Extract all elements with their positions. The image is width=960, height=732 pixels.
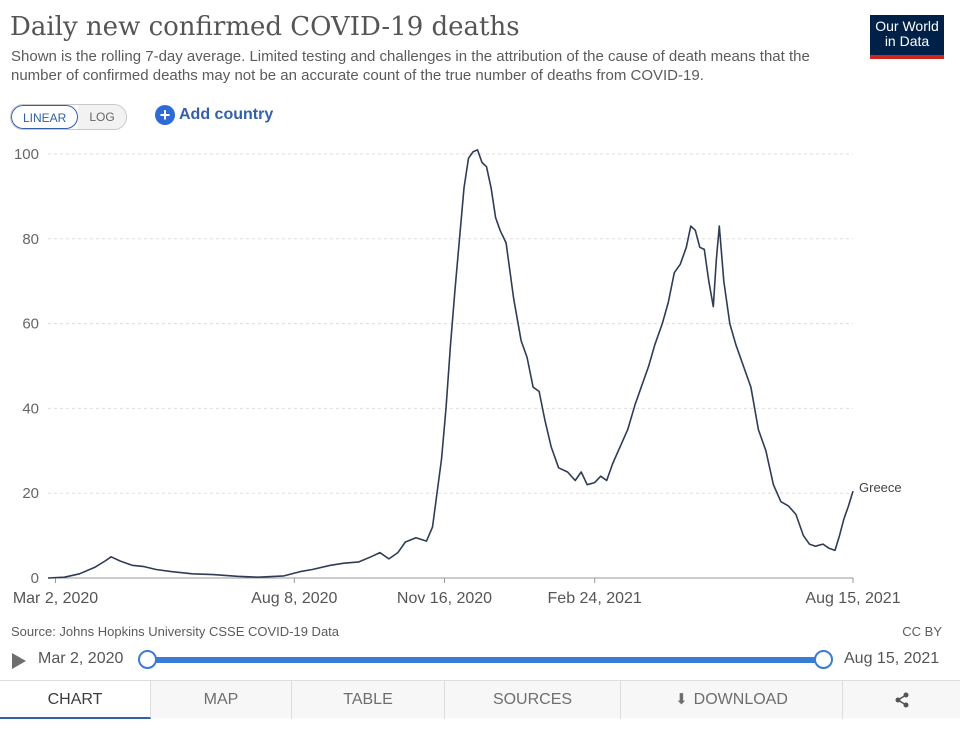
linear-scale-button[interactable]: LINEAR [11, 105, 79, 129]
timeline: Mar 2, 2020 Aug 15, 2021 [0, 644, 960, 676]
timeline-track[interactable] [148, 657, 824, 663]
owid-logo[interactable]: Our World in Data [870, 15, 944, 59]
y-tick-label: 40 [22, 400, 39, 417]
series-layer: Greece [47, 149, 902, 579]
source-note: Source: Johns Hopkins University CSSE CO… [11, 624, 340, 639]
share-icon [895, 692, 908, 708]
y-tick-label: 0 [31, 570, 39, 587]
timeline-end-handle[interactable] [814, 650, 833, 669]
logo-line-1: Our World [875, 18, 939, 34]
tab-download[interactable]: ⬇ DOWNLOAD [621, 681, 843, 719]
timeline-end-label: Aug 15, 2021 [844, 650, 940, 667]
tab-bar: CHART MAP TABLE SOURCES ⬇ DOWNLOAD [0, 680, 960, 719]
y-tick-label: 60 [22, 316, 39, 333]
gridlines [48, 153, 853, 579]
tab-table[interactable]: TABLE [292, 681, 445, 719]
share-button[interactable] [843, 681, 960, 719]
x-tick-label: Nov 16, 2020 [397, 590, 492, 607]
x-tick-label: Mar 2, 2020 [13, 590, 98, 607]
tab-sources[interactable]: SOURCES [445, 681, 621, 719]
line-chart: 0 20 40 60 80 100 Mar 2, 2020 Aug 8, 2020 Nov 1… [13, 146, 902, 607]
license-link[interactable]: CC BY [902, 624, 942, 639]
x-tick-label: Feb 24, 2021 [548, 590, 642, 607]
add-country-label: Add country [179, 106, 274, 123]
chart-subtitle: Shown is the rolling 7-day average. Limi… [11, 48, 810, 84]
timeline-start-label: Mar 2, 2020 [38, 650, 124, 667]
logo-line-2: in Data [884, 33, 930, 49]
y-axis: 0 20 40 60 80 100 [14, 146, 39, 587]
x-tick-label: Aug 8, 2020 [251, 590, 337, 607]
y-tick-label: 100 [14, 146, 39, 163]
tab-chart[interactable]: CHART [0, 681, 151, 719]
chart-title: Daily new confirmed COVID-19 deaths [10, 12, 520, 42]
y-tick-label: 20 [22, 485, 39, 502]
x-tick-label: Aug 15, 2021 [805, 590, 900, 607]
download-label: DOWNLOAD [693, 691, 788, 708]
timeline-start-handle[interactable] [138, 650, 157, 669]
scale-toggle: LINEAR LOG [10, 104, 127, 130]
x-axis: Mar 2, 2020 Aug 8, 2020 Nov 16, 2020 Feb 24… [13, 578, 901, 607]
add-country-button[interactable]: + Add country [155, 105, 273, 125]
series-line-greece[interactable] [47, 149, 854, 579]
tab-map[interactable]: MAP [151, 681, 292, 719]
log-scale-button[interactable]: LOG [78, 105, 126, 129]
series-label: Greece [859, 480, 902, 495]
play-icon[interactable] [12, 653, 26, 669]
plus-circle-icon: + [155, 105, 175, 125]
download-icon: ⬇ [675, 691, 688, 708]
y-tick-label: 80 [22, 231, 39, 248]
